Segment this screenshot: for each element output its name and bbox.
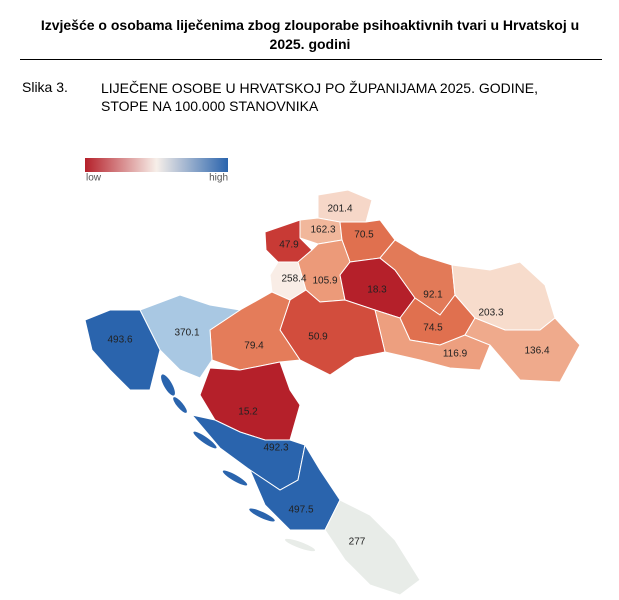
figure-caption: LIJEČENE OSOBE U HRVATSKOJ PO ŽUPANIJAMA…: [101, 80, 538, 114]
county-label: 105.9: [312, 276, 337, 287]
county-label: 277: [349, 537, 366, 548]
county-label: 74.5: [423, 323, 443, 334]
county-label: 162.3: [310, 225, 335, 236]
county-label: 79.4: [244, 341, 264, 352]
county-label: 50.9: [308, 332, 328, 343]
county-label: 136.4: [524, 346, 549, 357]
figure-label: Slika 3.: [22, 79, 68, 95]
islands: [161, 374, 316, 552]
county-label: 201.4: [327, 204, 352, 215]
county: [84, 309, 161, 391]
county: [464, 317, 581, 383]
county-label: 370.1: [174, 328, 199, 339]
county-label: 492.3: [263, 443, 288, 454]
county-label: 493.6: [107, 335, 132, 346]
county-label: 18.3: [367, 285, 387, 296]
county-label: 258.4: [281, 274, 306, 285]
report-title: Izvješće o osobama liječenima zbog zloup…: [40, 17, 580, 52]
legend-low: low: [86, 173, 102, 184]
county: [209, 291, 301, 371]
county: [324, 499, 421, 596]
county-label: 47.9: [279, 240, 299, 251]
header-rule: [20, 59, 602, 60]
county-label: 15.2: [238, 407, 258, 418]
county-label: 70.5: [354, 230, 374, 241]
county: [248, 443, 341, 531]
county-label: 116.9: [443, 349, 468, 360]
legend-high: high: [209, 173, 228, 184]
legend-gradient: [85, 158, 228, 172]
county-label: 203.3: [478, 308, 503, 319]
county-label: 497.5: [288, 505, 313, 516]
county-label: 92.1: [423, 290, 443, 301]
